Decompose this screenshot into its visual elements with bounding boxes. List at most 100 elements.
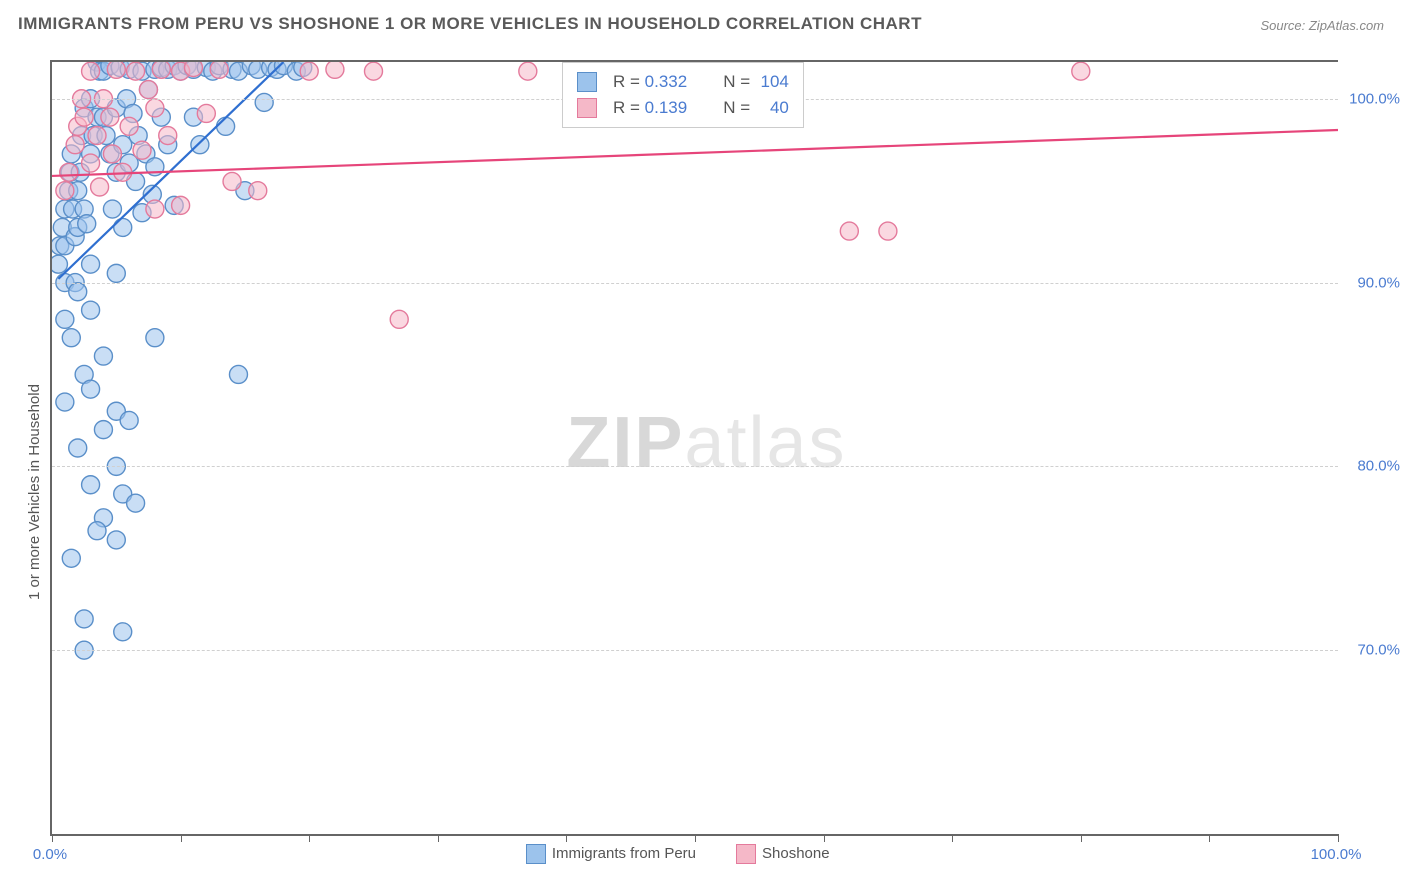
stats-swatch-peru [577, 72, 597, 92]
stats-row-shoshone: R = 0.139 N = 40 [577, 95, 789, 121]
x-tick [309, 834, 310, 842]
legend-label-peru: Immigrants from Peru [552, 845, 696, 862]
peru-point [103, 200, 121, 218]
shoshone-point [159, 127, 177, 145]
peru-point [94, 421, 112, 439]
stats-row-peru: R = 0.332 N = 104 [577, 69, 789, 95]
shoshone-point [519, 62, 537, 80]
shoshone-point [107, 62, 125, 78]
x-tick [566, 834, 567, 842]
stats-r-label: R = 0.332 [613, 69, 687, 95]
shoshone-point [91, 178, 109, 196]
shoshone-point [172, 196, 190, 214]
shoshone-point [184, 62, 202, 77]
peru-point [229, 365, 247, 383]
y-axis-label: 1 or more Vehicles in Household [26, 384, 43, 600]
peru-point [255, 93, 273, 111]
stats-n-label: N = 40 [723, 95, 789, 121]
peru-point [82, 301, 100, 319]
y-tick-label: 70.0% [1345, 642, 1400, 659]
peru-point [114, 623, 132, 641]
peru-point [62, 549, 80, 567]
x-tick [952, 834, 953, 842]
peru-point [217, 117, 235, 135]
shoshone-point [326, 62, 344, 78]
shoshone-point [101, 108, 119, 126]
chart-container: { "title": "IMMIGRANTS FROM PERU VS SHOS… [0, 0, 1406, 892]
y-tick-label: 90.0% [1345, 274, 1400, 291]
shoshone-point [103, 145, 121, 163]
peru-point [82, 476, 100, 494]
shoshone-point [120, 117, 138, 135]
stats-r-label: R = 0.139 [613, 95, 687, 121]
shoshone-point [66, 136, 84, 154]
peru-point [120, 411, 138, 429]
legend-item-peru: Immigrants from Peru [526, 845, 696, 862]
legend-item-shoshone: Shoshone [736, 845, 830, 862]
x-tick-label: 0.0% [33, 846, 67, 863]
stats-swatch-shoshone [577, 98, 597, 118]
peru-point [107, 264, 125, 282]
gridline-y [52, 650, 1338, 651]
gridline-y [52, 283, 1338, 284]
shoshone-point [249, 182, 267, 200]
y-tick-label: 80.0% [1345, 458, 1400, 475]
shoshone-point [840, 222, 858, 240]
x-tick-label: 100.0% [1311, 846, 1362, 863]
peru-point [75, 610, 93, 628]
shoshone-point [127, 62, 145, 80]
x-tick [695, 834, 696, 842]
stats-n-label: N = 104 [723, 69, 789, 95]
shoshone-point [152, 62, 170, 78]
shoshone-point [210, 62, 228, 78]
shoshone-point [133, 141, 151, 159]
x-tick [1209, 834, 1210, 842]
peru-point [127, 494, 145, 512]
peru-point [191, 136, 209, 154]
peru-point [146, 329, 164, 347]
peru-point [88, 522, 106, 540]
shoshone-point [1072, 62, 1090, 80]
shoshone-point [146, 200, 164, 218]
peru-point [56, 393, 74, 411]
chart-title: IMMIGRANTS FROM PERU VS SHOSHONE 1 OR MO… [18, 14, 922, 34]
bottom-legend: Immigrants from Peru Shoshone [526, 844, 870, 864]
shoshone-point [365, 62, 383, 80]
shoshone-point [56, 182, 74, 200]
peru-point [114, 218, 132, 236]
shoshone-point [139, 81, 157, 99]
scatter-svg [52, 62, 1338, 834]
x-tick [438, 834, 439, 842]
shoshone-trendline [52, 130, 1338, 176]
x-tick [181, 834, 182, 842]
peru-point [78, 215, 96, 233]
plot-area: ZIPatlas 70.0%80.0%90.0%100.0% [50, 60, 1338, 836]
shoshone-point [197, 104, 215, 122]
peru-point [82, 255, 100, 273]
shoshone-point [75, 108, 93, 126]
peru-point [107, 531, 125, 549]
shoshone-point [390, 310, 408, 328]
stats-legend-box: R = 0.332 N = 104 R = 0.139 N = 40 [562, 62, 804, 128]
x-tick [52, 834, 53, 842]
x-tick [824, 834, 825, 842]
shoshone-point [60, 163, 78, 181]
peru-point [56, 310, 74, 328]
x-tick [1081, 834, 1082, 842]
shoshone-point [879, 222, 897, 240]
x-tick [1338, 834, 1339, 842]
shoshone-point [88, 127, 106, 145]
peru-point [94, 347, 112, 365]
shoshone-point [82, 62, 100, 80]
shoshone-point [300, 62, 318, 80]
y-tick-label: 100.0% [1345, 90, 1400, 107]
peru-point [69, 283, 87, 301]
peru-point [69, 439, 87, 457]
shoshone-point [146, 99, 164, 117]
shoshone-point [223, 172, 241, 190]
gridline-y [52, 466, 1338, 467]
shoshone-point [82, 154, 100, 172]
legend-label-shoshone: Shoshone [762, 845, 830, 862]
peru-point [62, 329, 80, 347]
peru-point [82, 380, 100, 398]
